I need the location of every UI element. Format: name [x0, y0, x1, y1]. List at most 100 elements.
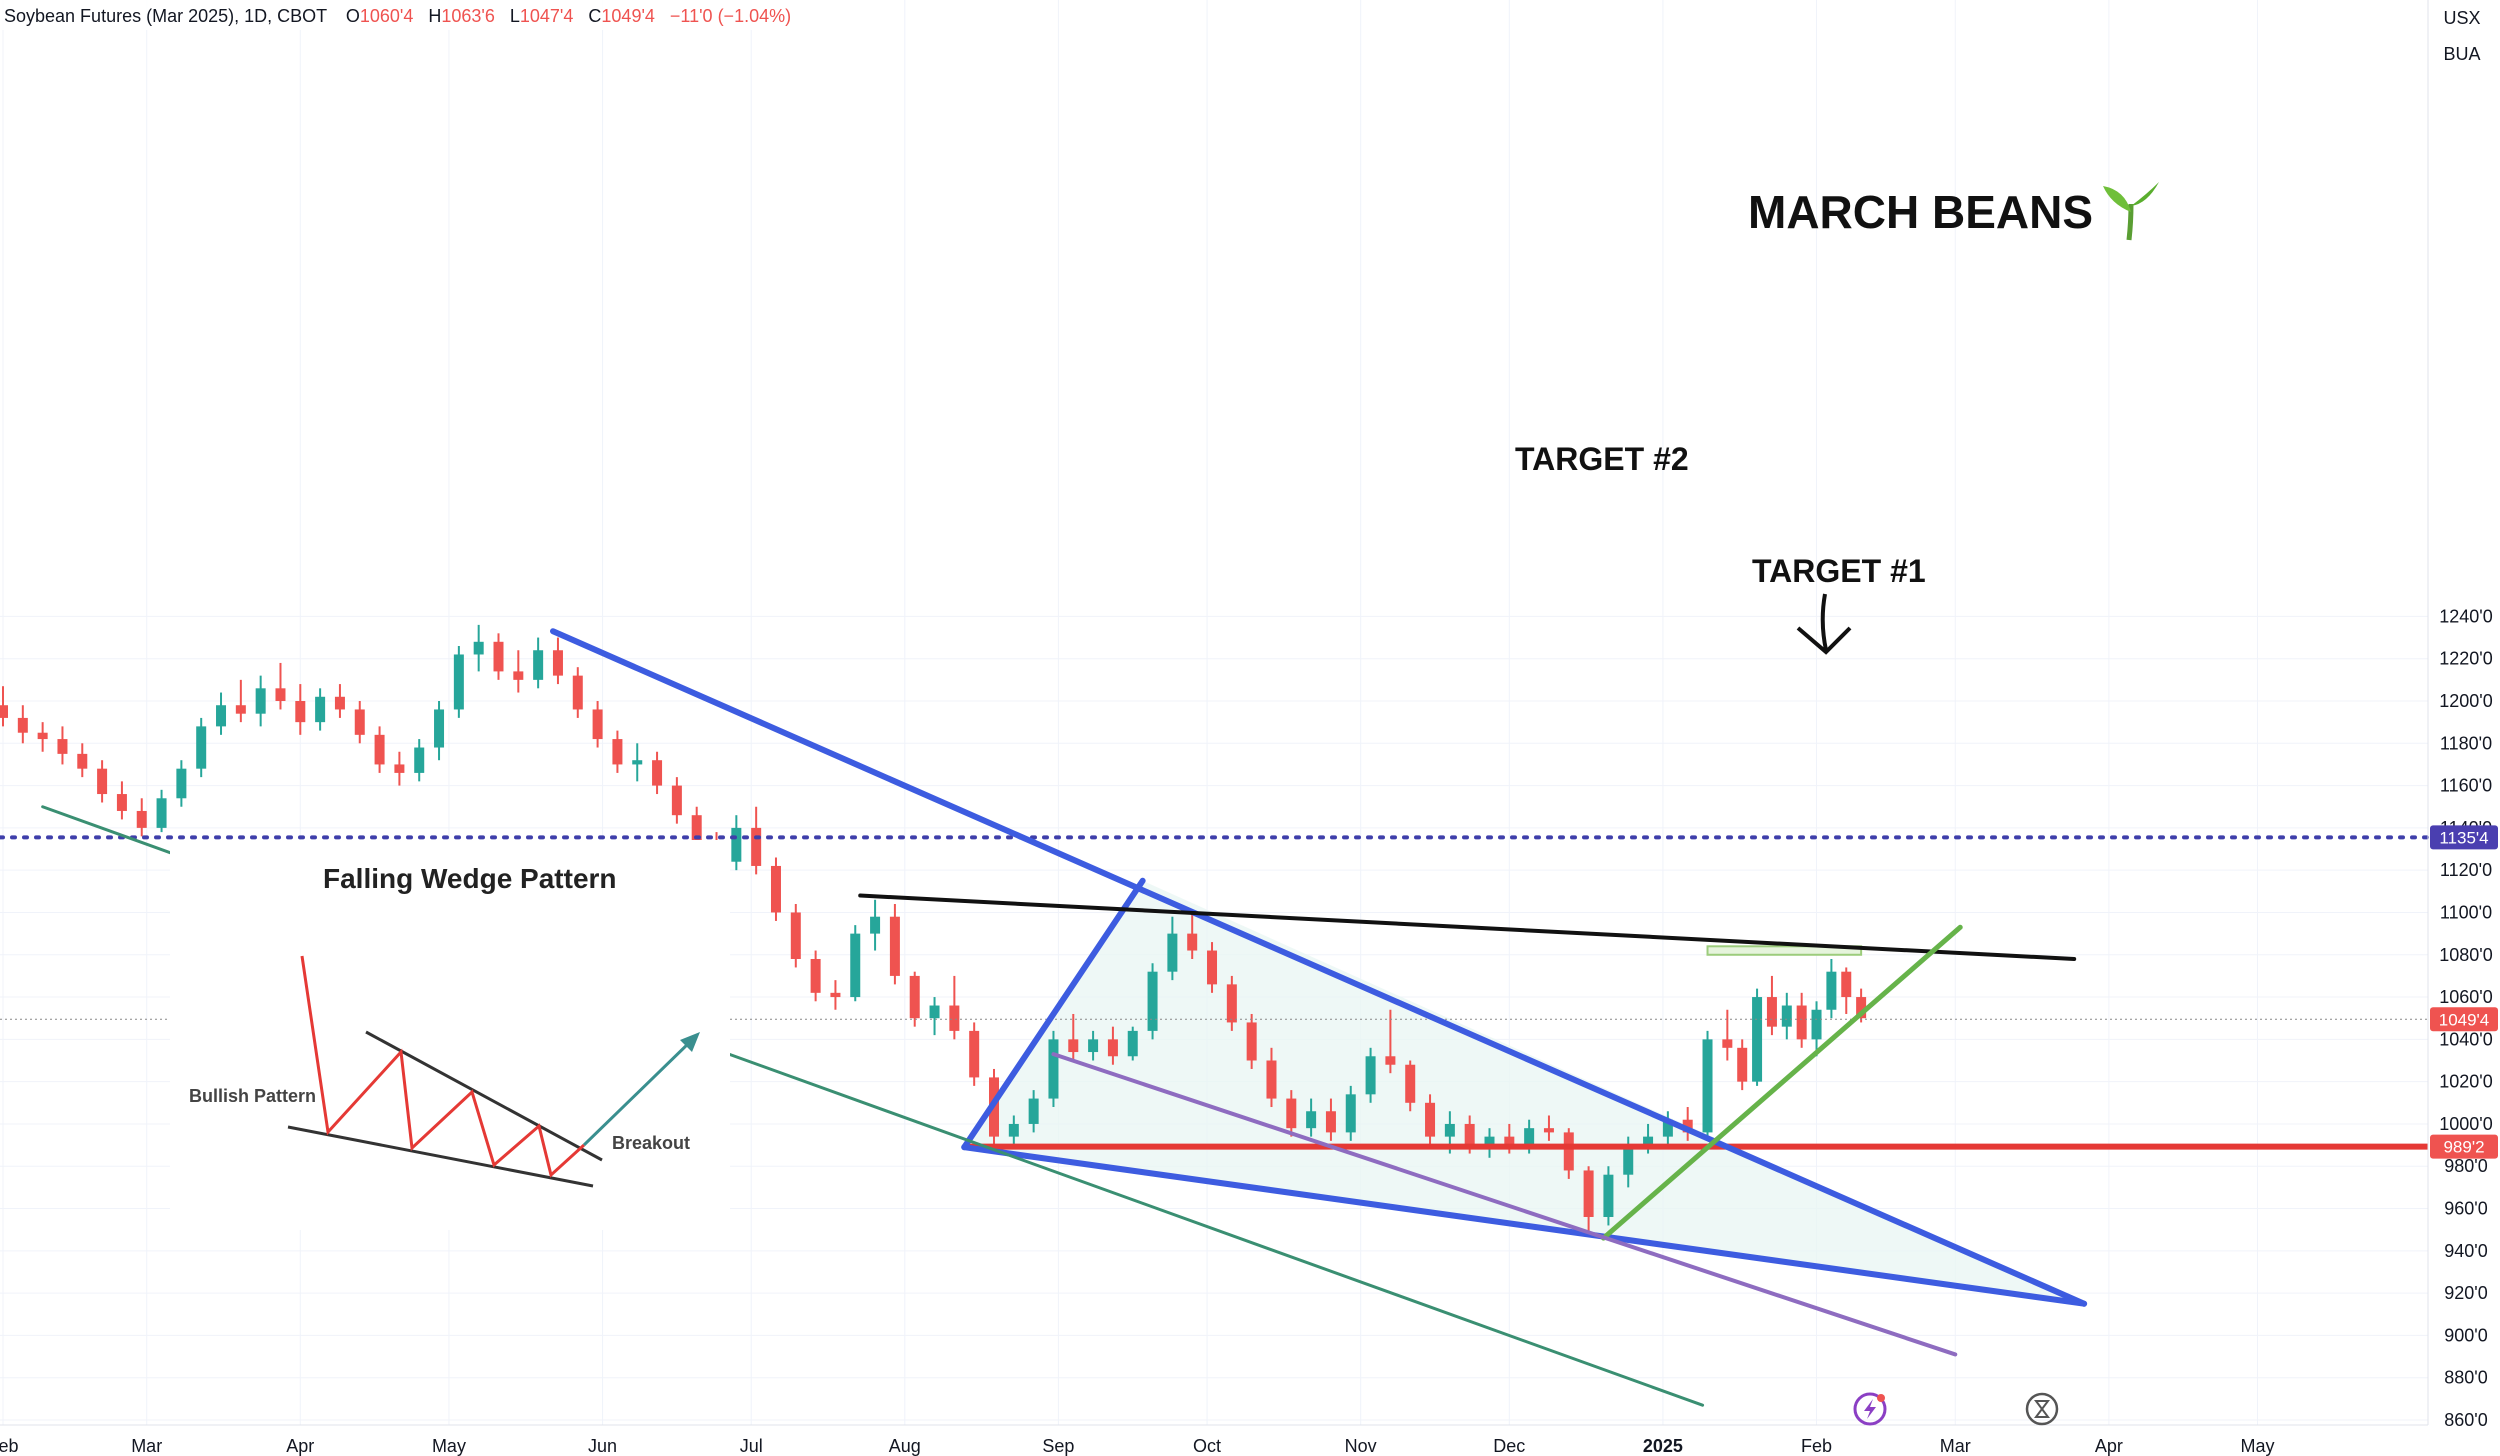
- lightning-icon[interactable]: [1853, 1392, 1887, 1426]
- candle-body: [1207, 950, 1218, 985]
- candle-body: [790, 912, 801, 959]
- falling-wedge-inset: Falling Wedge Pattern Bullish Pattern Br…: [170, 840, 730, 1230]
- candle: [949, 975, 960, 1040]
- target-1-label: TARGET #1: [1752, 553, 1926, 589]
- symbol-name[interactable]: Soybean Futures (Mar 2025), 1D, CBOT: [4, 6, 327, 26]
- candle-body: [612, 739, 623, 765]
- candle: [810, 950, 821, 1002]
- hourglass-icon[interactable]: [2025, 1392, 2059, 1426]
- down-arrow-icon: [1796, 593, 1852, 655]
- candle-body: [17, 717, 28, 733]
- candle: [414, 739, 425, 782]
- candle-body: [1226, 984, 1237, 1023]
- candle: [275, 662, 286, 710]
- candle-body: [1781, 1005, 1792, 1027]
- price-tick-label: 1060'0: [2439, 987, 2493, 1007]
- candle-body: [414, 747, 425, 773]
- time-tick-label: Nov: [1345, 1436, 1377, 1456]
- candle: [334, 684, 345, 718]
- time-tick-labels: Feb Mar Apr May Jun Jul Aug Sep Oct Nov Dec 2025 Feb…: [0, 1436, 2275, 1456]
- candle: [652, 751, 663, 795]
- candle-body: [1504, 1136, 1515, 1146]
- candle: [295, 684, 306, 735]
- currency-label[interactable]: USX: [2443, 8, 2480, 28]
- unit-label[interactable]: BUA: [2443, 44, 2480, 64]
- candle: [1068, 1013, 1079, 1061]
- time-tick-label: Feb: [1801, 1436, 1832, 1456]
- candle: [97, 760, 108, 803]
- inset-breakout-arrow: [582, 1038, 694, 1147]
- target-zone-box: [1706, 945, 1863, 956]
- candle-body: [850, 933, 861, 998]
- candle: [1028, 1090, 1039, 1133]
- candle-body: [1737, 1047, 1748, 1082]
- candle-body: [1266, 1060, 1277, 1099]
- candle: [731, 815, 742, 871]
- horizontal-lines-layer: [0, 835, 2430, 1150]
- candle: [1811, 1001, 1822, 1057]
- candle-body: [751, 827, 762, 866]
- candle: [493, 633, 504, 680]
- candle: [235, 679, 246, 723]
- candle-body: [315, 696, 326, 723]
- price-scale[interactable]: 1240'01220'01200'01180'01160'01140'01120…: [2427, 0, 2498, 1430]
- candle: [572, 667, 583, 718]
- time-tick-label: Oct: [1193, 1436, 1221, 1456]
- candle-body: [235, 705, 246, 714]
- candle: [1127, 1026, 1138, 1061]
- candle: [592, 701, 603, 748]
- price-tick-label: 1200'0: [2439, 691, 2493, 711]
- price-tick-label: 1100'0: [2440, 902, 2492, 922]
- price-tick-label: 980'0: [2444, 1156, 2487, 1176]
- target-zone: [1706, 945, 1863, 956]
- candle: [533, 637, 544, 689]
- candle-body: [632, 760, 643, 765]
- candle: [790, 904, 801, 968]
- candle-body: [969, 1030, 980, 1078]
- candle: [1737, 1039, 1748, 1091]
- price-tick-label: 1160'0: [2440, 776, 2492, 796]
- candle: [354, 701, 365, 744]
- candle-body: [1306, 1111, 1317, 1129]
- time-tick-label: Apr: [2095, 1436, 2123, 1456]
- candle: [1702, 1030, 1713, 1137]
- time-tick-label: 2025: [1643, 1436, 1683, 1456]
- inset-bullish-label: Bullish Pattern: [189, 1086, 316, 1106]
- candle: [889, 904, 900, 985]
- candle-body: [1365, 1056, 1376, 1095]
- candle: [1484, 1128, 1495, 1158]
- change-value: −11'0 (−1.04%): [670, 6, 791, 26]
- candle-body: [949, 1005, 960, 1031]
- candle: [1662, 1111, 1673, 1150]
- high-label: H: [428, 6, 441, 26]
- candle: [1048, 1030, 1059, 1108]
- time-scale[interactable]: Feb Mar Apr May Jun Jul Aug Sep Oct Nov Dec 2025 Feb…: [0, 1424, 2428, 1456]
- candle-body: [513, 671, 524, 680]
- candle-body: [275, 688, 286, 702]
- low-label: L: [510, 6, 520, 26]
- candle: [1781, 992, 1792, 1040]
- price-label-box: [2430, 1007, 2498, 1032]
- candle: [1187, 912, 1198, 959]
- candle-body: [216, 705, 227, 727]
- wedge-fill-area: [964, 880, 2085, 1304]
- resistance-line: [858, 893, 2077, 961]
- price-tick-label: 860'0: [2444, 1410, 2487, 1430]
- candle: [1385, 1009, 1396, 1074]
- candle: [1207, 942, 1218, 993]
- candle-body: [1008, 1123, 1019, 1137]
- candle-body: [870, 916, 881, 934]
- candle: [969, 1022, 980, 1086]
- candle: [176, 760, 187, 807]
- candle-body: [552, 650, 563, 676]
- candle-body: [929, 1005, 940, 1019]
- candle-body: [671, 785, 682, 816]
- candle-body: [97, 768, 108, 795]
- candle: [196, 717, 207, 778]
- candle: [1563, 1128, 1574, 1179]
- time-tick-label: Sep: [1042, 1436, 1074, 1456]
- candle: [1603, 1166, 1614, 1226]
- candle-body: [176, 768, 187, 799]
- candle-body: [295, 701, 306, 723]
